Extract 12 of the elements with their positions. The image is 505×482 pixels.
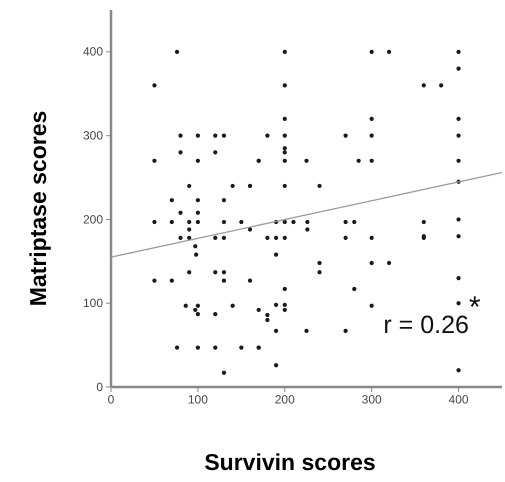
x-tick-label: 400 (448, 392, 469, 407)
x-tick-label: 200 (274, 392, 296, 407)
y-tick-label: 300 (82, 128, 104, 143)
y-tick-label: 0 (96, 380, 104, 394)
y-tick-label: 400 (82, 44, 104, 59)
y-tick-label: 200 (82, 212, 104, 226)
y-axis-title: Matriptase scores (25, 110, 51, 306)
y-tick-label: 100 (82, 296, 104, 310)
x-axis-title: Survivin scores (204, 449, 376, 475)
x-tick-label: 300 (362, 392, 382, 407)
x-tick-label: 0 (108, 392, 115, 407)
x-tick-label: 100 (188, 392, 208, 407)
